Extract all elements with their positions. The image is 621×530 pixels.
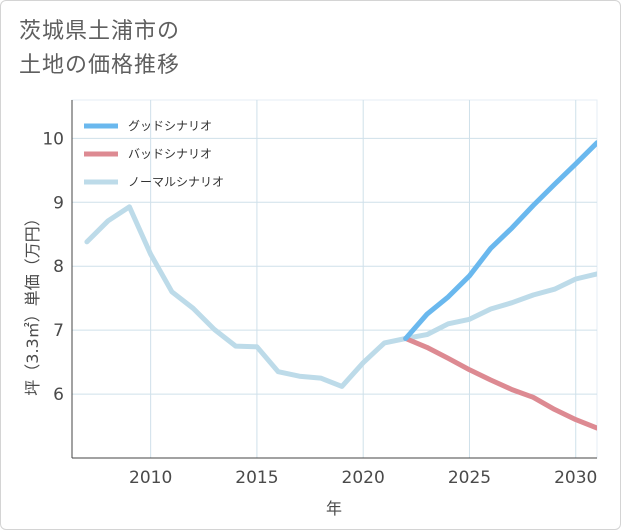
x-axis-label: 年: [326, 499, 342, 518]
series-line-0: [403, 140, 597, 341]
x-tick-label-2025: 2025: [448, 468, 491, 488]
y-tick-label-8: 8: [53, 257, 64, 277]
series-line-2: [84, 204, 597, 389]
x-tick-label-2020: 2020: [342, 468, 385, 488]
title-line-2: 土地の価格推移: [19, 53, 181, 78]
series-line-1: [403, 336, 597, 431]
y-tick-labels: 6 7 8 9 10: [42, 129, 64, 405]
y-axis-label: 坪（3.3㎡）単価（万円）: [23, 210, 42, 395]
x-tick-label-2010: 2010: [129, 468, 172, 488]
title-line-1: 茨城県土浦市の: [19, 19, 181, 44]
x-tick-label-2015: 2015: [235, 468, 278, 488]
legend-label-1: バッドシナリオ: [128, 147, 212, 161]
series-lines: [84, 140, 597, 431]
y-tick-label-9: 9: [53, 193, 64, 213]
legend-label-0: グッドシナリオ: [128, 119, 212, 133]
y-tick-label-10: 10: [42, 129, 64, 149]
chart-title: 茨城県土浦市の 土地の価格推移: [19, 15, 180, 83]
legend-label-2: ノーマルシナリオ: [128, 175, 224, 189]
grid-lines: [71, 99, 598, 459]
y-tick-label-6: 6: [53, 385, 64, 405]
x-tick-label-2030: 2030: [554, 468, 597, 488]
x-tick-labels: 2010 2015 2020 2025 2030: [129, 468, 597, 488]
y-tick-label-7: 7: [53, 321, 64, 341]
